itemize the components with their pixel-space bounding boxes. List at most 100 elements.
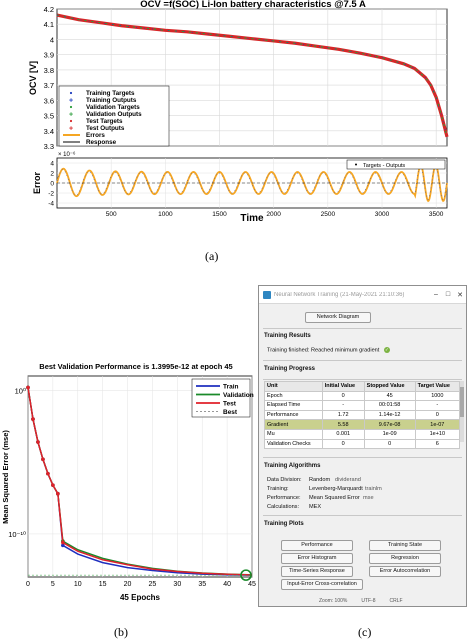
y-tick-label: 4.1 <box>44 20 54 29</box>
divider <box>263 515 462 516</box>
y-tick-label: 10⁻¹⁰ <box>8 530 26 539</box>
network-diagram-button[interactable]: Network Diagram <box>305 312 371 323</box>
x-tick-label: 1500 <box>212 211 227 218</box>
x-tick-label: 15 <box>99 581 107 588</box>
y-tick-label: 3.9 <box>44 51 54 60</box>
table-cell: Mu <box>264 428 323 440</box>
legend-plus-swatch: + <box>69 112 73 119</box>
training-results-text: Training finished: Reached minimum gradi… <box>267 347 390 353</box>
legend-entry: Train <box>223 384 239 391</box>
x-tick-label: 500 <box>106 211 117 218</box>
x-tick-label: 35 <box>198 581 206 588</box>
ocv-series <box>56 13 449 138</box>
performance-x-axis-label: 45 Epochs <box>120 593 161 602</box>
series-point-test <box>41 457 45 462</box>
legend-entry: Training Outputs <box>86 97 137 104</box>
status-encoding: UTF-8 <box>361 598 376 604</box>
status-zoom: Zoom: 100% <box>319 598 348 604</box>
x-tick-label: 2500 <box>321 211 336 218</box>
series-point-train <box>61 543 65 548</box>
ocv-y-axis-label: OCV [V] <box>28 61 38 95</box>
performance-plot-button[interactable]: Performance <box>281 540 353 551</box>
table-cell: Elapsed Time <box>264 400 323 411</box>
legend-entry: Response <box>86 139 117 146</box>
error-series <box>56 163 448 203</box>
error-legend-entry: Targets - Outputs <box>363 163 405 169</box>
table-cell: 1e-07 <box>414 419 461 430</box>
legend-entry: Test Targets <box>86 118 123 125</box>
table-cell: 1.14e-12 <box>363 409 416 421</box>
legend-dot-swatch <box>69 119 73 123</box>
table-cell: 9.67e-08 <box>363 419 416 430</box>
column-header: Unit <box>264 381 323 392</box>
legend-dot-swatch <box>69 91 73 95</box>
performance-value: Mean Squared Error <box>309 495 360 501</box>
x-tick-label: 30 <box>173 581 181 588</box>
table-cell: 1e+10 <box>414 428 461 440</box>
y-tick-label: 4 <box>50 35 54 44</box>
table-header-row: Unit Initial Value Stopped Value Target … <box>264 381 461 392</box>
legend-entry: Best <box>223 409 238 416</box>
series-point-test <box>56 491 60 496</box>
regression-plot-button[interactable]: Regression <box>369 553 441 564</box>
maximize-icon[interactable]: □ <box>445 291 451 298</box>
training-label: Training: <box>267 486 289 492</box>
table-cell: 6 <box>414 438 461 450</box>
scrollbar-thumb[interactable] <box>460 387 464 417</box>
y-tick-label: 3.5 <box>44 112 54 121</box>
table-cell: 0 <box>363 438 416 450</box>
neural-network-training-window: Neural Network Training (21-May-2021 21:… <box>258 285 467 607</box>
y-tick-label: 3.7 <box>44 81 54 90</box>
data-division-code: dividerand <box>335 477 361 483</box>
error-y-ticks: 4 2 0 -2 -4 <box>48 161 54 208</box>
window-titlebar: Neural Network Training (21-May-2021 21:… <box>259 286 466 304</box>
x-tick-label: 2000 <box>266 211 281 218</box>
error-exponent: × 10⁻⁶ <box>58 151 76 158</box>
matlab-icon <box>263 290 271 299</box>
table-cell: 00:01:58 <box>363 400 416 411</box>
legend-entry: Validation Outputs <box>86 111 142 118</box>
series-point-test <box>46 471 50 476</box>
y-tick-label: 2 <box>50 171 54 178</box>
ocv-title: OCV =f(SOC) Li-Ion battery characteristi… <box>140 0 366 10</box>
table-cell: - <box>414 400 461 411</box>
legend-entry: Training Targets <box>86 90 135 97</box>
minimize-icon[interactable]: – <box>434 291 438 298</box>
performance-y-ticks: 10⁰ 10⁻¹⁰ <box>8 386 26 539</box>
y-tick-label: 4 <box>50 161 54 168</box>
y-tick-label: -4 <box>48 201 54 208</box>
table-scrollbar[interactable] <box>460 381 464 442</box>
training-state-plot-button[interactable]: Training State <box>369 540 441 551</box>
close-icon[interactable]: ✕ <box>457 291 463 299</box>
x-tick-label: 1000 <box>158 211 173 218</box>
performance-y-axis-label: Mean Squared Error (mse) <box>1 430 10 524</box>
input-error-crosscorrelation-button[interactable]: Input-Error Cross-correlation <box>281 579 363 590</box>
y-tick-label: -2 <box>48 191 54 198</box>
error-histogram-plot-button[interactable]: Error Histogram <box>281 553 353 564</box>
best-marker <box>240 569 252 581</box>
table-cell: 0.001 <box>321 428 365 440</box>
error-autocorrelation-button[interactable]: Error Autocorrelation <box>369 566 441 577</box>
ocv-validation-points <box>56 14 448 138</box>
status-line-ending: CRLF <box>389 598 403 604</box>
table-row: Epoch 0 45 1000 <box>264 390 461 402</box>
x-tick-label: 5 <box>51 581 55 588</box>
series-point-test <box>31 417 35 421</box>
data-division-label: Data Division: <box>267 477 302 483</box>
error-y-axis-label: Error <box>32 172 42 195</box>
check-icon: ✓ <box>383 347 390 353</box>
y-tick-label: 4.2 <box>44 5 54 14</box>
x-tick-label: 20 <box>124 581 132 588</box>
ocv-figure: OCV =f(SOC) Li-Ion battery characteristi… <box>28 0 449 224</box>
table-cell: 1.72 <box>321 409 365 421</box>
legend-entry: Test Outputs <box>86 125 125 132</box>
time-series-response-button[interactable]: Time-Series Response <box>281 566 353 577</box>
x-tick-label: 40 <box>223 581 231 588</box>
ocv-legend: Training Targets + Training Outputs Validat… <box>58 85 170 147</box>
table-cell: 1e-09 <box>363 428 416 440</box>
x-tick-label: 45 <box>248 581 256 588</box>
y-tick-label: 10⁰ <box>15 386 26 395</box>
column-header: Target Value <box>414 381 461 392</box>
x-tick-label: 3000 <box>375 211 390 218</box>
